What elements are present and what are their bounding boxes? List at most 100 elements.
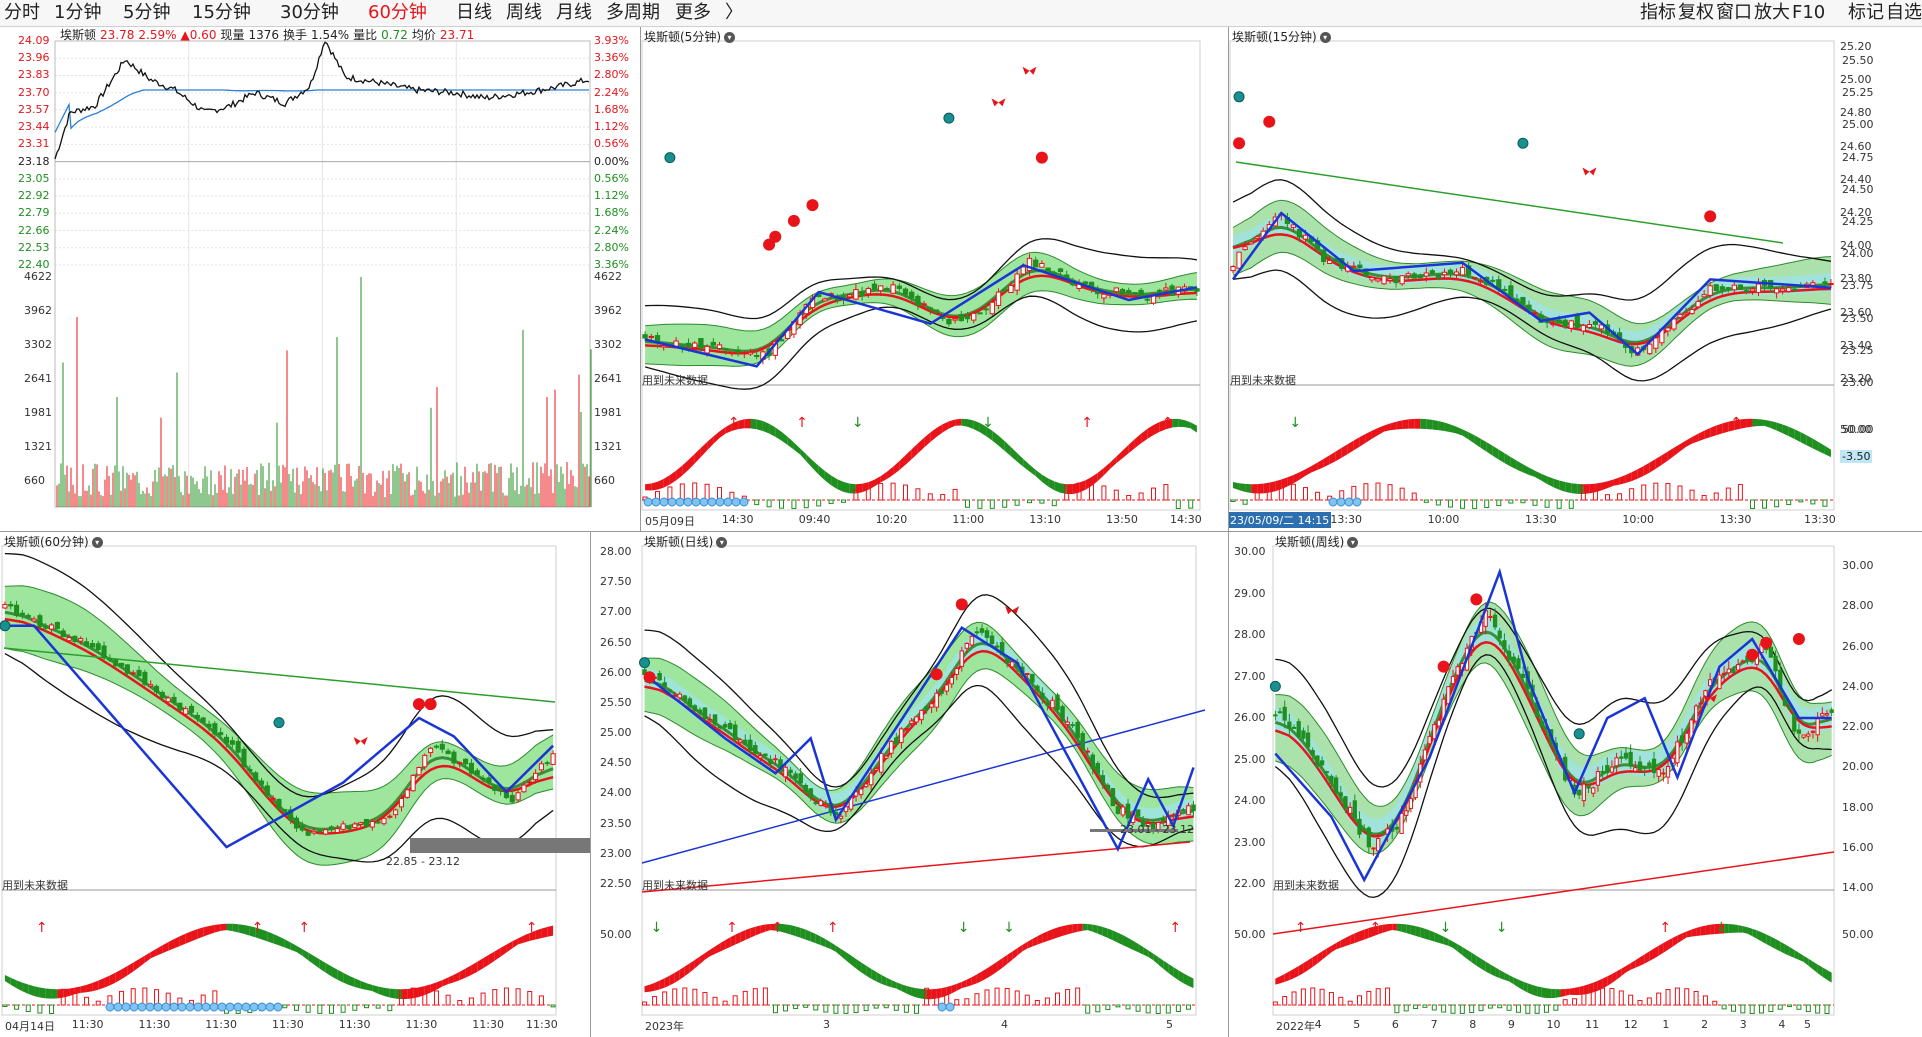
indicator-ribbon xyxy=(203,925,210,937)
signal-dot xyxy=(241,1002,251,1012)
indicator-ribbon xyxy=(337,969,344,983)
indicator-bar xyxy=(732,995,738,1006)
period-tab-2[interactable]: 5分钟 xyxy=(123,2,171,23)
indicator-bar xyxy=(1399,487,1405,501)
period-tab-0[interactable]: 分时 xyxy=(4,2,40,23)
m15-title[interactable]: 埃斯顿(15分钟) ▾ xyxy=(1232,30,1331,45)
indicator-ribbon xyxy=(1764,419,1771,429)
tool-button-1[interactable]: 复权 xyxy=(1678,2,1714,23)
indicator-ribbon xyxy=(986,965,993,979)
cursor-value-tip: -3.50 xyxy=(1840,450,1873,463)
indicator-ribbon xyxy=(144,952,151,963)
candle-body xyxy=(1125,803,1131,819)
indicator-ribbon xyxy=(401,989,408,1000)
indicator-bar xyxy=(1805,1004,1811,1013)
period-tab-8[interactable]: 月线 xyxy=(556,2,592,23)
indicator-ribbon xyxy=(770,923,776,931)
indicator-ribbon xyxy=(1308,957,1313,971)
period-tab-9[interactable]: 多周期 xyxy=(606,2,660,23)
period-tab-4[interactable]: 30分钟 xyxy=(280,2,339,23)
candle-body xyxy=(521,784,527,793)
tool-button-2[interactable]: 窗口 xyxy=(1716,2,1752,23)
intraday-panel[interactable]: 埃斯顿 23.78 2.59% ▲0.60 现量 1376 换手 1.54% 量比 0.72 均价 2… xyxy=(0,27,640,532)
day-title[interactable]: 埃斯顿(日线) ▾ xyxy=(644,535,728,550)
indicator-ribbon xyxy=(1746,418,1753,428)
trend-line xyxy=(1235,161,1784,244)
chevron-down-icon[interactable]: ▾ xyxy=(1319,32,1331,43)
indicator-bar xyxy=(1024,994,1030,1006)
tool-button-4[interactable]: F10 xyxy=(1792,2,1826,23)
indicator-bar xyxy=(1085,1004,1091,1014)
panel-60min[interactable]: ↑ ↑ ↑ ↑ 埃斯顿(60分钟) ▾ 用到未来数据 04月14日 11:30 11:30 11:3… xyxy=(0,532,590,1037)
indicator-ribbon xyxy=(1122,935,1129,948)
quote-turnover: 1.54% xyxy=(311,28,350,42)
indicator-ribbon xyxy=(1233,482,1240,491)
chevron-down-icon[interactable]: ▾ xyxy=(716,537,728,548)
indicator-ribbon xyxy=(880,471,887,483)
indicator-ribbon xyxy=(1663,940,1669,953)
tool-button-3[interactable]: 放大 xyxy=(1754,2,1790,23)
panel-daily[interactable]: ↓ ↑ ↑ ↑ ↓ ↓ ↑ 埃斯顿(日线) ▾ 用到未来数据 2023年 3 4 5 28.00 27.50 2… xyxy=(590,532,1228,1037)
period-tab-10[interactable]: 更多 xyxy=(675,2,711,23)
indicator-ribbon xyxy=(1700,925,1706,936)
candle-body xyxy=(939,690,944,694)
date-axis-label: 10:20 xyxy=(875,513,908,526)
candle-body xyxy=(1287,721,1292,729)
buy-signal-marker xyxy=(1517,137,1529,149)
indicator-ribbon xyxy=(917,437,925,454)
buy-signal-marker xyxy=(1573,728,1585,740)
date-axis-label: 6 xyxy=(1391,1018,1399,1031)
indicator-ribbon xyxy=(824,471,832,486)
candle-body xyxy=(974,631,980,634)
indicator-ribbon xyxy=(1384,423,1391,432)
panel-5min[interactable]: ↑ ↑ ↓ ↓ ↑ ↑ 埃斯顿(5分钟) ▾ 用到未来数据 05月09日 14:30 09:40 10:… xyxy=(640,27,1228,532)
tool-button-0[interactable]: 指标 xyxy=(1640,2,1676,23)
week-title[interactable]: 埃斯顿(周线) ▾ xyxy=(1275,535,1359,550)
candle-body xyxy=(1230,266,1236,272)
indicator-ribbon xyxy=(1148,950,1154,961)
tool-button-5[interactable]: 标记 xyxy=(1848,2,1884,23)
candle-body xyxy=(1619,756,1624,759)
tool-button-6[interactable]: 自选 xyxy=(1886,2,1922,23)
indicator-ribbon xyxy=(976,971,982,984)
indicator-bar xyxy=(1435,499,1441,506)
indicator-ribbon xyxy=(273,933,279,946)
indicator-ribbon xyxy=(1326,945,1332,957)
indicator-bar xyxy=(1762,499,1768,509)
candle-body xyxy=(707,719,713,722)
chevron-down-icon[interactable]: ▾ xyxy=(1347,537,1359,548)
sell-signal-marker xyxy=(1760,636,1773,649)
candle-body xyxy=(909,291,915,299)
candle-body xyxy=(1110,788,1116,807)
m5-title[interactable]: 埃斯顿(5分钟) ▾ xyxy=(644,30,735,45)
chevron-down-icon[interactable]: ▾ xyxy=(91,537,103,548)
period-tab-1[interactable]: 1分钟 xyxy=(54,2,102,23)
period-tab-5[interactable]: 60分钟 xyxy=(368,2,427,23)
indicator-ribbon xyxy=(930,427,937,443)
up-arrow-icon: ↑ xyxy=(298,920,310,936)
candle-body xyxy=(538,763,544,771)
panel-15min[interactable]: ↓↑埃斯顿(15分钟)▾用到未来数据05月05日13:3010:0013:301… xyxy=(1228,27,1922,532)
candle-body xyxy=(1357,818,1362,835)
period-tab-11[interactable]: 〉 xyxy=(725,2,743,23)
candle-body xyxy=(1580,324,1586,332)
indicator-bar xyxy=(1014,499,1020,506)
candle-body xyxy=(989,635,995,644)
indicator-ribbon xyxy=(1775,939,1781,952)
indicator-ribbon xyxy=(1354,931,1360,943)
indicator-ribbon xyxy=(961,979,967,989)
date-axis-label: 10:00 xyxy=(1427,513,1460,526)
indicator-bar xyxy=(1356,995,1362,1006)
indicator-ribbon xyxy=(1607,973,1612,986)
period-tab-7[interactable]: 周线 xyxy=(506,2,542,23)
indicator-ribbon xyxy=(1619,474,1626,485)
m60-title[interactable]: 埃斯顿(60分钟) ▾ xyxy=(4,535,103,550)
indicator-bar xyxy=(1126,494,1132,501)
period-tab-6[interactable]: 日线 xyxy=(456,2,492,23)
chevron-down-icon[interactable]: ▾ xyxy=(724,32,735,43)
indicator-ribbon xyxy=(704,949,710,960)
period-tab-3[interactable]: 15分钟 xyxy=(192,2,251,23)
candle-body xyxy=(1820,713,1825,717)
panel-weekly[interactable]: ↑ ↑ ↓ ↓ ↑ ↓ 埃斯顿(周线) ▾ 用到未来数据 2022年 4 5 6 7 8 9 10 11 12 1 2 3… xyxy=(1228,532,1922,1037)
candle-body xyxy=(1446,686,1451,705)
